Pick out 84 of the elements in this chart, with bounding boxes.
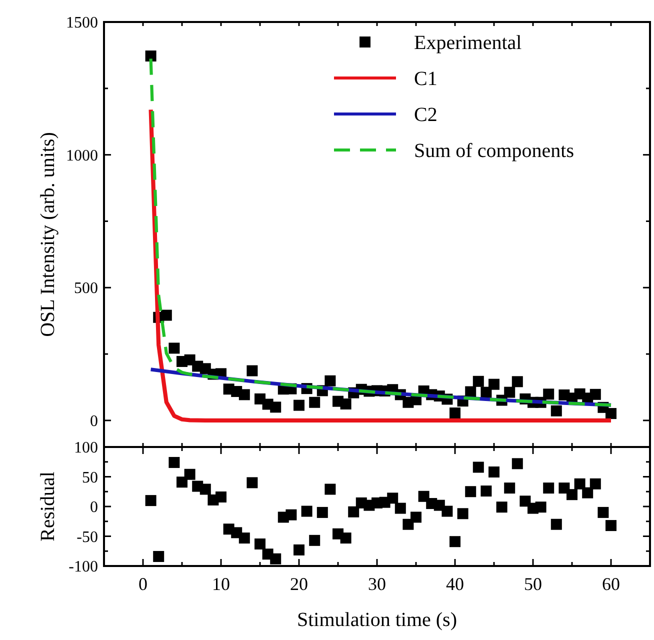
point [512, 458, 523, 470]
point [480, 486, 492, 497]
point [590, 478, 601, 490]
point [200, 484, 211, 495]
y-tick-label: 1000 [66, 147, 98, 164]
point [465, 486, 476, 498]
point [309, 396, 320, 408]
point [238, 532, 250, 544]
point [176, 476, 188, 488]
point [184, 468, 196, 480]
y-axis-title: Residual [37, 471, 59, 542]
point [402, 518, 414, 530]
point [457, 508, 468, 520]
point [324, 484, 336, 495]
point [598, 506, 609, 518]
point [294, 544, 304, 556]
point [543, 388, 554, 400]
point [472, 462, 484, 473]
point [550, 518, 562, 530]
x-tick-label: 60 [602, 574, 620, 594]
y-axis-title: OSL Intensity (arb. units) [37, 132, 59, 337]
point [394, 502, 406, 514]
point [566, 489, 578, 500]
x-tick-label: 30 [368, 574, 386, 594]
point [309, 534, 320, 546]
point [168, 456, 180, 468]
point [301, 506, 312, 517]
point [543, 482, 554, 494]
y-tick-label: 0 [90, 413, 98, 430]
point [316, 506, 328, 518]
point [254, 538, 266, 550]
point [410, 512, 422, 523]
point [286, 509, 297, 520]
point [216, 491, 226, 502]
point [270, 402, 282, 413]
point [512, 376, 523, 388]
point [145, 50, 156, 62]
point [590, 388, 601, 400]
point [606, 408, 616, 420]
point [160, 310, 172, 321]
point [520, 496, 531, 507]
point [270, 553, 282, 564]
point [340, 398, 352, 410]
point [550, 405, 562, 416]
point [340, 532, 352, 544]
point [442, 506, 453, 517]
point [574, 478, 586, 490]
point [450, 536, 460, 548]
point [496, 502, 508, 513]
y-tick-label: 50 [82, 469, 98, 486]
point [238, 389, 250, 400]
legend-label: C2 [414, 104, 438, 126]
point [246, 477, 258, 488]
y-tick-label: -50 [76, 528, 98, 546]
point [504, 482, 516, 494]
x-tick-label: 20 [290, 574, 308, 594]
point [582, 487, 594, 498]
y-tick-label: 1500 [66, 14, 98, 32]
y-tick-label: 100 [74, 440, 98, 457]
point [504, 386, 516, 398]
y-tick-label: -100 [68, 558, 98, 576]
x-axis-title: Stimulation time (s) [297, 609, 457, 631]
point [450, 408, 460, 418]
point [606, 520, 616, 532]
point [472, 376, 484, 387]
point [535, 502, 546, 513]
point [488, 466, 500, 478]
legend-label: Experimental [414, 32, 522, 54]
point [153, 550, 164, 562]
x-tick-label: 10 [212, 574, 230, 594]
legend-label: Sum of components [414, 140, 574, 162]
x-tick-label: 0 [138, 574, 148, 594]
y-tick-label: 500 [74, 280, 98, 298]
point [324, 375, 336, 386]
x-tick-label: 50 [524, 574, 542, 594]
point [145, 495, 156, 506]
legend-label: C1 [414, 68, 438, 90]
point [294, 400, 304, 411]
x-tick-label: 40 [446, 574, 464, 594]
point [168, 342, 180, 354]
y-tick-label: 0 [90, 499, 98, 516]
point [348, 506, 360, 518]
point [246, 365, 258, 376]
point [488, 378, 500, 390]
